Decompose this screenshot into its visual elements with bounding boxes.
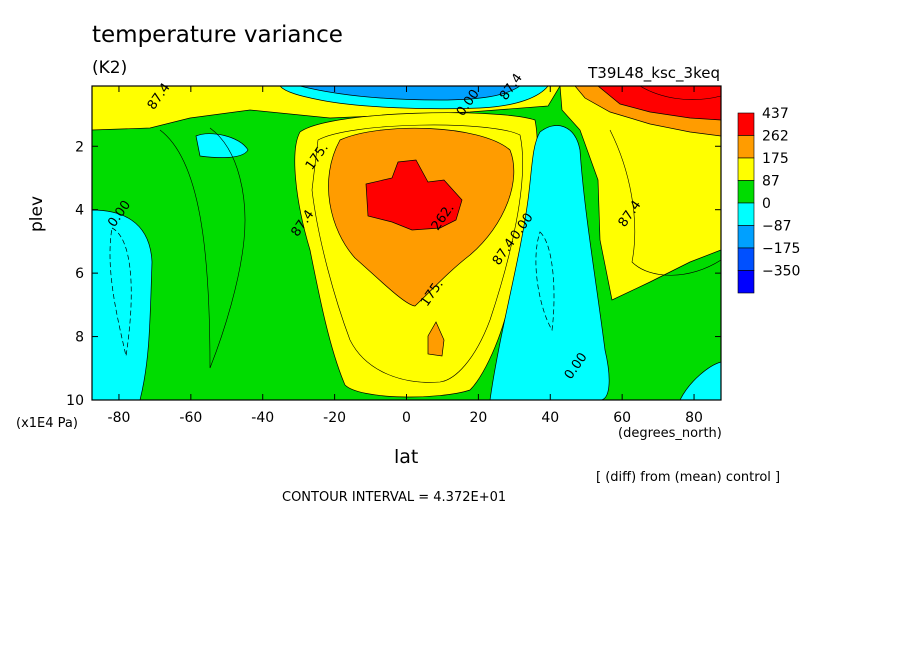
x-tick-label: 0 — [402, 410, 411, 426]
y-tick-label: 10 — [66, 393, 84, 409]
x-tick-label: 60 — [613, 410, 631, 426]
x-tick-label: 20 — [469, 410, 487, 426]
filled-contours — [92, 86, 721, 400]
x-tick-label: 40 — [541, 410, 559, 426]
legend-label: −350 — [762, 264, 800, 280]
y-tick-label: 8 — [75, 330, 84, 346]
contour-region-cyan-left — [92, 210, 152, 400]
x-tick-label: 80 — [685, 410, 703, 426]
x-tick-label: -20 — [323, 410, 346, 426]
legend-swatch — [738, 158, 754, 181]
legend-swatch — [738, 181, 754, 204]
legend-swatch — [738, 113, 754, 136]
y-tick-label: 2 — [75, 139, 84, 155]
x-tick-label: -40 — [251, 410, 274, 426]
x-tick-label: -60 — [179, 410, 202, 426]
legend-label: −175 — [762, 241, 800, 257]
contour-plot: -80 -60 -40 -20 0 20 40 60 80 246810 87.4 0.00 87.… — [0, 0, 904, 654]
legend-label: 0 — [762, 196, 771, 212]
y-tick-label: 6 — [75, 266, 84, 282]
color-legend: 437 262 175 87 0 −87 −175 −350 — [738, 106, 800, 293]
legend-swatch — [738, 136, 754, 159]
legend-label: 262 — [762, 129, 789, 145]
legend-swatch — [738, 248, 754, 271]
legend-label: 87 — [762, 174, 780, 190]
x-tick-label: -80 — [108, 410, 131, 426]
legend-swatch — [738, 203, 754, 226]
legend-label: 437 — [762, 106, 789, 122]
legend-label: 175 — [762, 151, 789, 167]
y-tick-label: 4 — [75, 203, 84, 219]
legend-label: −87 — [762, 219, 792, 235]
legend-swatch — [738, 226, 754, 249]
legend-swatch — [738, 271, 754, 294]
